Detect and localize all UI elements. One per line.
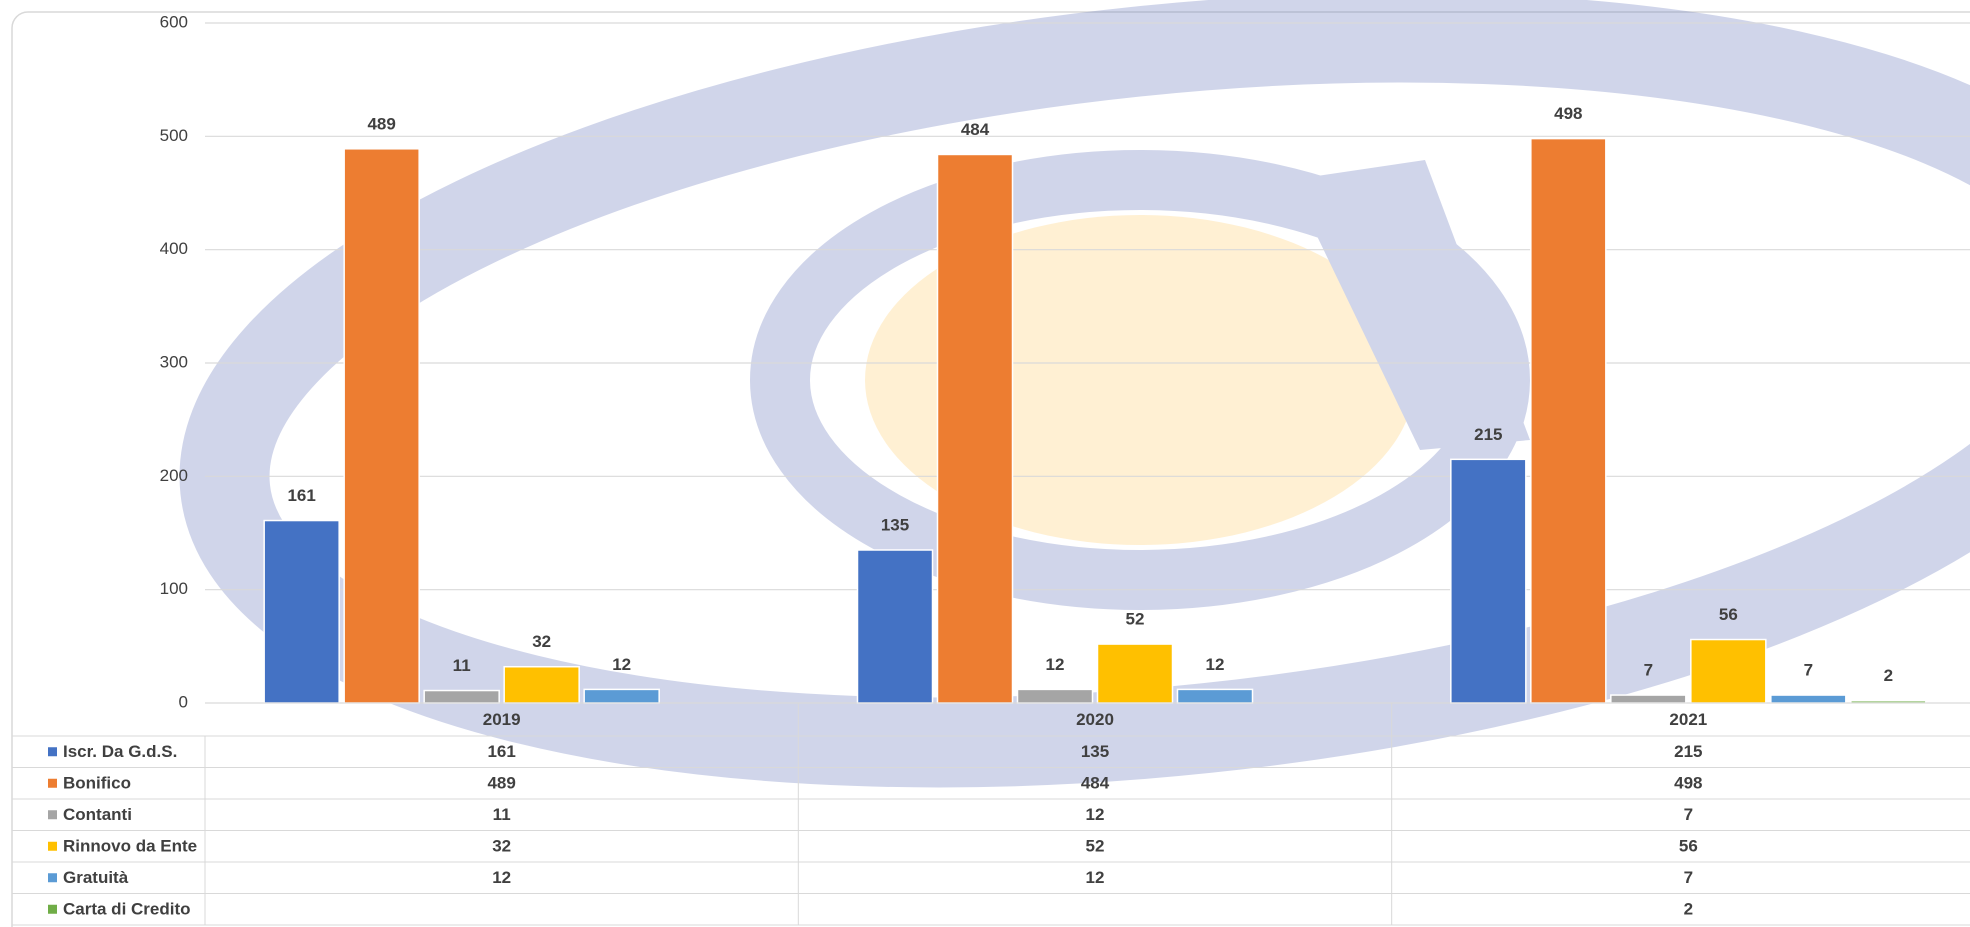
bar [503, 665, 580, 704]
bar [1096, 643, 1174, 704]
y-tick-label: 200 [160, 466, 188, 485]
data-label: 56 [1719, 605, 1738, 624]
data-label: 12 [612, 655, 631, 674]
data-label: 135 [881, 515, 909, 534]
table-value: 489 [487, 774, 515, 793]
bar [1690, 638, 1767, 704]
y-tick-label: 0 [179, 692, 188, 711]
y-tick-label: 100 [160, 579, 188, 598]
legend-label: Rinnovo da Ente [63, 837, 197, 856]
table-value: 56 [1679, 837, 1698, 856]
legend-key [48, 841, 57, 851]
table-value: 7 [1684, 868, 1693, 887]
data-label: 32 [532, 632, 551, 651]
bar [583, 688, 660, 704]
data-label: 12 [1046, 655, 1065, 674]
legend-label: Bonifico [63, 774, 131, 793]
data-label: 489 [367, 114, 395, 133]
table-value: 215 [1674, 742, 1702, 761]
legend-label: Gratuità [63, 868, 129, 887]
bar [343, 148, 420, 704]
x-tick-label: 2020 [1076, 710, 1114, 729]
bar [1530, 137, 1607, 704]
legend-key [48, 747, 57, 757]
table-value: 7 [1684, 805, 1693, 824]
x-tick-label: 2021 [1669, 710, 1707, 729]
bar [1610, 694, 1687, 704]
legend-label: Iscr. Da G.d.S. [63, 742, 177, 761]
table-value: 135 [1081, 742, 1109, 761]
bar [263, 519, 340, 704]
bar [1176, 688, 1254, 704]
data-label: 7 [1644, 661, 1653, 680]
table-value: 11 [493, 805, 511, 824]
y-tick-label: 600 [160, 12, 188, 31]
table-value: 12 [1086, 868, 1105, 887]
data-label: 215 [1474, 425, 1502, 444]
data-label: 2 [1884, 666, 1893, 685]
bar [1450, 458, 1527, 704]
bar [1770, 694, 1847, 704]
legend-key [48, 810, 57, 820]
table-value: 498 [1674, 774, 1702, 793]
x-tick-label: 2019 [483, 710, 521, 729]
y-tick-label: 400 [160, 239, 188, 258]
legend-key [48, 904, 57, 914]
table-value: 52 [1086, 837, 1105, 856]
legend-key [48, 778, 57, 788]
legend-label: Carta di Credito [63, 900, 191, 919]
table-value: 484 [1081, 774, 1110, 793]
table-value: 2 [1684, 900, 1693, 919]
data-label: 7 [1804, 661, 1813, 680]
data-label: 11 [453, 656, 471, 675]
data-label: 12 [1206, 655, 1225, 674]
data-label: 484 [961, 120, 990, 139]
bar [856, 549, 934, 704]
legend-label: Contanti [63, 805, 132, 824]
y-tick-label: 500 [160, 126, 188, 145]
table-value: 12 [1086, 805, 1105, 824]
data-label: 52 [1126, 610, 1145, 629]
legend-key [48, 873, 57, 883]
bar [423, 689, 500, 704]
data-label: 498 [1554, 104, 1582, 123]
table-value: 12 [492, 868, 511, 887]
bar [936, 153, 1014, 704]
table-value: 32 [492, 837, 511, 856]
data-label: 161 [287, 486, 315, 505]
bar [1016, 688, 1094, 704]
y-tick-label: 300 [160, 352, 188, 371]
table-value: 161 [487, 742, 515, 761]
